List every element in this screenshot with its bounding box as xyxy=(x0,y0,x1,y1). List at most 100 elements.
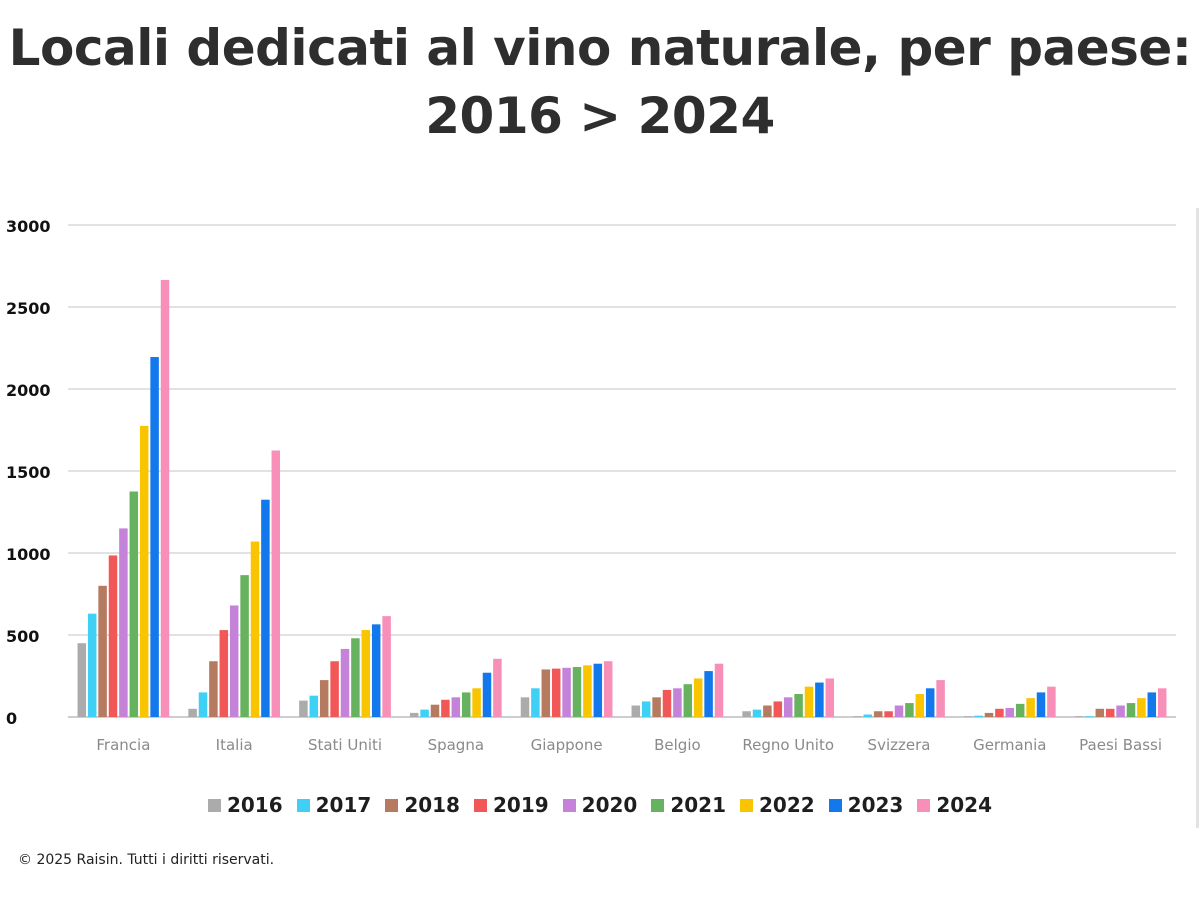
legend-swatch xyxy=(296,798,310,812)
x-tick-label: Paesi Bassi xyxy=(1079,736,1162,754)
bar-2023 xyxy=(482,672,492,717)
y-tick-label: 0 xyxy=(6,709,17,728)
bar-2017 xyxy=(531,688,540,717)
bar-2022 xyxy=(1137,698,1146,717)
legend-swatch xyxy=(385,798,399,812)
legend-label: 2017 xyxy=(315,793,372,817)
bar-2024 xyxy=(493,658,502,717)
legend-label: 2019 xyxy=(492,793,549,817)
bar-2021 xyxy=(351,638,360,717)
bar-2022 xyxy=(139,425,149,717)
bar-2020 xyxy=(451,697,461,717)
x-tick-label: Germania xyxy=(973,736,1046,754)
bar-2024 xyxy=(271,450,281,717)
bar-2020 xyxy=(1005,707,1015,717)
legend-item: 2021 xyxy=(651,793,726,817)
bar-2018 xyxy=(319,680,329,717)
bar-2023 xyxy=(925,688,935,717)
legend-label: 2024 xyxy=(936,793,993,817)
legend-item: 2020 xyxy=(562,793,638,817)
legend-swatch xyxy=(562,798,576,812)
bar-2016 xyxy=(742,711,751,717)
x-tick-label: Belgio xyxy=(654,736,701,754)
bar-2022 xyxy=(361,630,371,717)
copyright-footer: © 2025 Raisin. Tutti i diritti riservati… xyxy=(18,852,275,868)
legend-item: 2018 xyxy=(385,793,460,817)
bar-2019 xyxy=(219,630,229,717)
x-tick-label: Spagna xyxy=(428,736,484,754)
bar-2024 xyxy=(382,616,391,717)
bar-2021 xyxy=(1015,703,1025,717)
legend-item: 2019 xyxy=(473,793,549,817)
bar-2016 xyxy=(188,708,197,717)
bar-2019 xyxy=(441,699,450,717)
bar-2016 xyxy=(520,697,530,717)
chart-legend: 2016 2017 2018 2019 2020 2021 2022 2023 2024 xyxy=(0,790,1200,820)
legend-label: 2020 xyxy=(581,793,638,817)
bar-2021 xyxy=(240,575,249,717)
bar-2016 xyxy=(299,700,308,717)
legend-swatch xyxy=(207,798,221,812)
bar-2016 xyxy=(77,643,87,717)
bar-2023 xyxy=(371,624,381,717)
legend-swatch xyxy=(473,798,487,812)
y-tick-label: 2500 xyxy=(6,299,51,318)
bar-2023 xyxy=(1036,692,1046,717)
bar-2019 xyxy=(662,689,672,717)
bar-2018 xyxy=(541,669,551,717)
bar-2022 xyxy=(804,686,814,717)
legend-label: 2018 xyxy=(404,793,460,817)
y-tick-label: 1500 xyxy=(6,463,51,482)
bar-2023 xyxy=(815,682,824,717)
bar-2023 xyxy=(593,663,603,717)
bar-2021 xyxy=(794,694,803,717)
bar-2016 xyxy=(963,716,973,717)
bar-2021 xyxy=(905,703,914,717)
bar-2021 xyxy=(1126,703,1136,717)
chart-title: Locali dedicati al vino naturale, per pa… xyxy=(0,14,1200,150)
legend-label: 2021 xyxy=(670,793,726,817)
bar-2023 xyxy=(261,499,270,717)
bar-2021 xyxy=(129,491,139,717)
bar-2020 xyxy=(1116,705,1125,717)
bar-2022 xyxy=(250,541,260,717)
x-tick-label: Francia xyxy=(96,736,150,754)
y-tick-label: 2000 xyxy=(6,381,51,400)
bar-2024 xyxy=(1047,686,1056,717)
bar-2023 xyxy=(150,357,159,717)
y-tick-label: 1000 xyxy=(6,545,51,564)
bar-2017 xyxy=(198,692,208,717)
chart-title-line-2: 2016 > 2024 xyxy=(425,87,775,145)
y-tick-label: 500 xyxy=(6,627,39,646)
bar-2016 xyxy=(631,705,641,717)
legend-label: 2022 xyxy=(759,793,815,817)
bar-2018 xyxy=(984,712,994,717)
legend-swatch xyxy=(828,798,842,812)
bar-2017 xyxy=(974,715,983,717)
legend-label: 2023 xyxy=(847,793,904,817)
legend-item: 2017 xyxy=(296,793,372,817)
bar-2017 xyxy=(309,695,319,717)
legend-item: 2022 xyxy=(740,793,815,817)
x-tick-label: Svizzera xyxy=(868,736,931,754)
right-edge-rule xyxy=(1196,208,1199,828)
bar-2018 xyxy=(873,711,883,717)
bar-2018 xyxy=(98,585,107,717)
bar-2023 xyxy=(704,671,713,717)
bar-2022 xyxy=(693,678,703,717)
bar-2017 xyxy=(752,709,762,717)
bar-2020 xyxy=(340,648,350,717)
bar-2016 xyxy=(409,712,419,717)
bar-2024 xyxy=(1157,688,1167,717)
bar-2020 xyxy=(229,605,239,717)
bar-2021 xyxy=(683,684,693,717)
bar-2019 xyxy=(1105,708,1115,717)
legend-item: 2016 xyxy=(207,793,283,817)
bar-2018 xyxy=(430,704,440,717)
bar-2018 xyxy=(209,661,218,717)
bars xyxy=(77,279,1167,717)
chart-title-line-1: Locali dedicati al vino naturale, per pa… xyxy=(8,19,1192,77)
bar-2019 xyxy=(108,555,118,717)
x-tick-label: Italia xyxy=(216,736,253,754)
bar-2024 xyxy=(160,279,170,717)
